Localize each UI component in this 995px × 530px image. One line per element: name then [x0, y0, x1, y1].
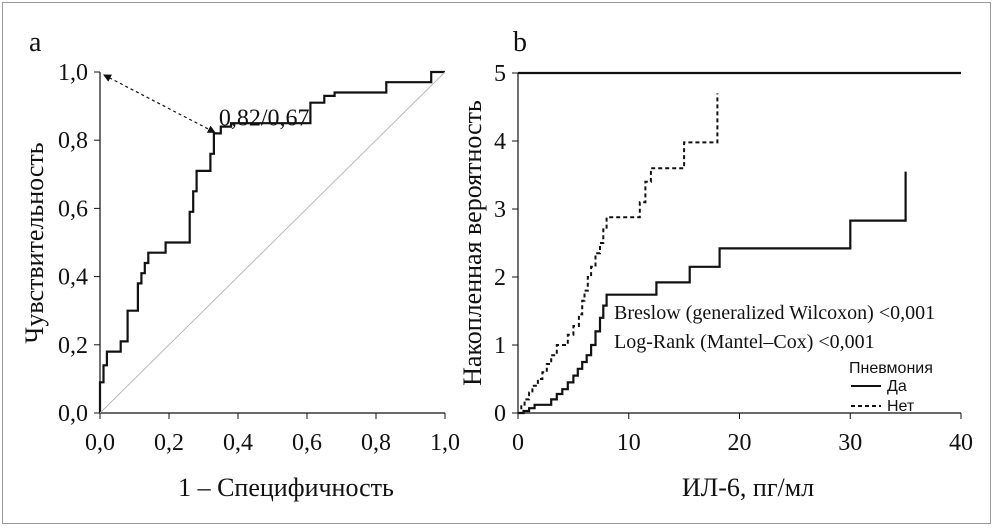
- legend-label: Да: [887, 378, 907, 395]
- x-axis-label: ИЛ-6, пг/мл: [682, 473, 814, 502]
- x-axis-label: 1 – Специфичность: [178, 473, 394, 502]
- x-tick-label: 0,2: [154, 430, 184, 456]
- y-tick-label: 5: [494, 61, 506, 87]
- x-tick-label: 0,6: [292, 430, 322, 456]
- figure: 0,0 0,2 0,4 0,6 0,8 1,0 0,0 0,2 0,4 0,6 0,8 1,0 а 1 –…: [2, 2, 991, 524]
- y-tick-label: 4: [494, 129, 506, 155]
- x-tick-label: 0,8: [361, 430, 391, 456]
- y-tick-label: 0,4: [58, 265, 88, 291]
- x-tick-label: 0,0: [85, 430, 115, 456]
- y-axis-label: Накопленная вероятность: [458, 100, 487, 386]
- charts-svg: 0,0 0,2 0,4 0,6 0,8 1,0 0,0 0,2 0,4 0,6 0,8 1,0 а 1 –…: [20, 27, 973, 502]
- cutoff-annotation: 0,82/0,67: [219, 105, 310, 131]
- y-tick-label: 3: [494, 197, 506, 223]
- x-tick-label: 40: [949, 430, 973, 456]
- y-tick-label: 0,2: [58, 333, 88, 359]
- x-tick-label: 20: [728, 430, 752, 456]
- series-line-да: [518, 171, 907, 415]
- y-tick-label: 0,6: [58, 196, 88, 222]
- y-tick-label: 0,0: [58, 401, 88, 427]
- y-axis-label: Чувствительность: [20, 142, 49, 343]
- x-tick-label: 0,4: [223, 430, 253, 456]
- y-tick-label: 0,8: [58, 128, 88, 154]
- y-tick-label: 0: [494, 401, 506, 427]
- panel-letter: b: [513, 27, 527, 58]
- cutoff-arrow: [103, 74, 216, 133]
- x-tick-label: 30: [838, 430, 862, 456]
- stat-test-label: Breslow (generalized Wilcoxon) <0,001: [614, 302, 935, 324]
- x-tick-label: 1,0: [430, 430, 460, 456]
- series-line-roc: [98, 70, 445, 413]
- stat-test-label: Log-Rank (Mantel–Cox) <0,001: [614, 331, 875, 353]
- legend-title: Пневмония: [849, 360, 933, 377]
- y-tick-label: 1: [494, 333, 506, 359]
- x-tick-label: 0: [512, 430, 524, 456]
- y-tick-label: 1,0: [58, 60, 88, 86]
- y-tick-label: 2: [494, 265, 506, 291]
- series-line-нет: [518, 93, 719, 414]
- reference-diagonal-line: [99, 71, 446, 414]
- panel-letter: а: [29, 27, 42, 58]
- x-tick-label: 10: [617, 430, 641, 456]
- legend-label: Нет: [887, 398, 915, 415]
